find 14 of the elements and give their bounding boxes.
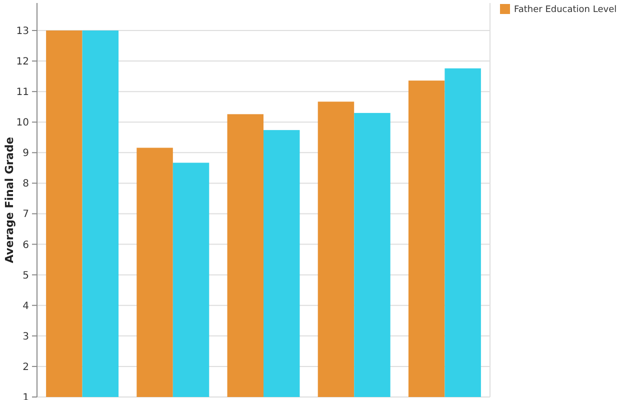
y-tick-label: 4 bbox=[22, 300, 29, 312]
y-tick-label: 13 bbox=[16, 26, 29, 37]
y-tick-label: 8 bbox=[22, 178, 29, 190]
y-tick-label: 2 bbox=[22, 362, 29, 373]
y-tick-label: 12 bbox=[16, 56, 29, 68]
y-tick-label: 9 bbox=[22, 148, 29, 160]
legend-label: Father Education Level bbox=[514, 5, 617, 16]
y-tick-label: 10 bbox=[16, 118, 29, 129]
y-tick-label: 11 bbox=[16, 87, 29, 98]
y-tick-label: 6 bbox=[22, 240, 29, 251]
y-tick-label: 5 bbox=[22, 270, 29, 282]
y-tick-label: 3 bbox=[22, 331, 29, 342]
y-axis-title: Average Final Grade bbox=[3, 136, 16, 264]
y-tick-label: 7 bbox=[22, 209, 29, 220]
